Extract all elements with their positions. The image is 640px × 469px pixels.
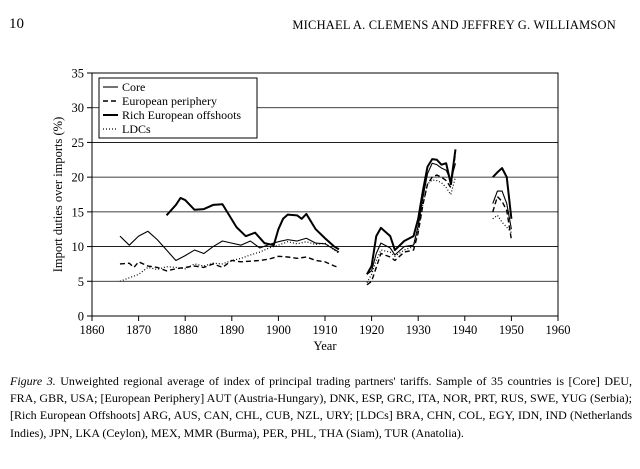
- running-head: MICHAEL A. CLEMENS AND JEFFREY G. WILLIA…: [292, 18, 616, 32]
- x-tick-label: 1890: [219, 323, 244, 337]
- series-line-european-periphery-0: [119, 255, 340, 272]
- y-tick-label: 20: [72, 171, 85, 185]
- legend-label: European periphery: [122, 94, 217, 108]
- y-tick-label: 5: [78, 275, 84, 289]
- y-tick-label: 25: [72, 136, 85, 150]
- figure-caption-text: Unweighted regional average of index of …: [10, 374, 632, 440]
- series-line-european-periphery-2: [492, 195, 513, 240]
- y-tick-label: 0: [78, 310, 84, 324]
- x-tick-label: 1940: [452, 323, 477, 337]
- axis-ticks: 0 5 10 15 20 25 30 35 1860 1870 1880 1890 1900 1910 19…: [72, 67, 571, 338]
- y-tick-label: 10: [72, 240, 85, 254]
- series-line-rich-european-offshoots-2: [492, 167, 513, 219]
- figure-caption: Figure 3. Unweighted regional average of…: [10, 373, 632, 442]
- series-line-core-1: [366, 162, 457, 275]
- page-number: 10: [9, 16, 24, 32]
- legend-label: LDCs: [122, 122, 151, 136]
- y-tick-label: 35: [72, 67, 85, 81]
- x-tick-label: 1900: [266, 323, 291, 337]
- series-lines: [119, 149, 513, 286]
- y-axis-label: Import duties over imports (%): [51, 117, 65, 273]
- series-line-ldcs-2: [492, 214, 512, 234]
- legend-label: Core: [122, 80, 145, 94]
- series-line-rich-european-offshoots-0: [165, 196, 340, 251]
- figure-label: Figure 3.: [10, 374, 56, 388]
- y-tick-label: 15: [72, 205, 85, 219]
- x-tick-label: 1880: [173, 323, 198, 337]
- x-tick-label: 1930: [406, 323, 431, 337]
- x-tick-label: 1860: [80, 323, 105, 337]
- series-line-core-0: [119, 230, 340, 262]
- series-line-ldcs-1: [366, 176, 457, 283]
- legend-box: [98, 77, 258, 139]
- series-line-core-2: [492, 190, 512, 230]
- series-line-ldcs-0: [119, 241, 340, 282]
- y-tick-label: 30: [72, 101, 85, 115]
- legend-label: Rich European offshoots: [122, 108, 241, 122]
- x-tick-label: 1960: [546, 323, 571, 337]
- x-tick-label: 1910: [313, 323, 338, 337]
- x-tick-label: 1870: [126, 323, 151, 337]
- x-tick-label: 1920: [359, 323, 384, 337]
- series-line-rich-european-offshoots-1: [366, 149, 457, 275]
- tariff-line-chart: 0 5 10 15 20 25 30 35 1860 1870 1880 1890 1900 1910 19…: [51, 67, 571, 354]
- series-line-european-periphery-1: [366, 152, 457, 286]
- x-tick-label: 1950: [499, 323, 524, 337]
- x-axis-label: Year: [313, 339, 337, 353]
